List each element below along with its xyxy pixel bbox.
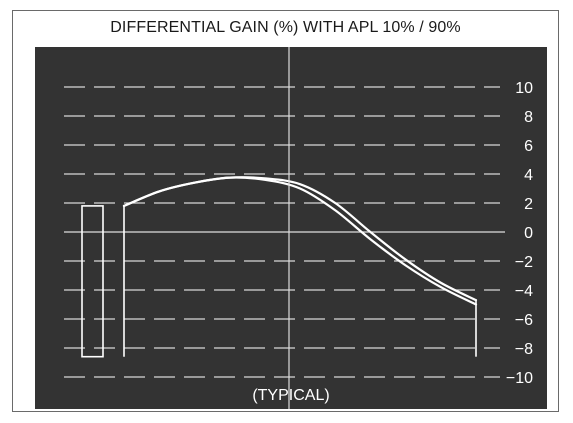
y-tick-labels: 10 8 6 4 2 0 −2 −4 −6 −8 −10 [506,80,533,387]
series-line-2 [122,176,478,302]
y-tick-label-1: 8 [524,109,533,126]
annotation-backdrop [248,383,334,405]
left-pulse-mark [81,205,104,358]
plot-area [35,47,547,409]
y-tick-label-6: −2 [515,254,533,271]
chart-title: DIFFERENTIAL GAIN (%) WITH APL 10% / 90% [110,19,461,36]
y-tick-label-9: −8 [515,341,533,358]
y-tick-label-2: 6 [524,138,533,155]
y-tick-label-3: 4 [524,167,533,184]
grid [64,86,505,378]
annotation-typical: (TYPICAL) [252,387,329,404]
y-tick-label-5: 0 [524,225,533,242]
y-tick-label-7: −4 [515,283,533,300]
y-tick-label-0: 10 [515,80,533,97]
y-tick-label-10: −10 [506,370,533,387]
y-tick-label-8: −6 [515,312,533,329]
y-tick-label-4: 2 [524,196,533,213]
data-marks [81,176,478,358]
